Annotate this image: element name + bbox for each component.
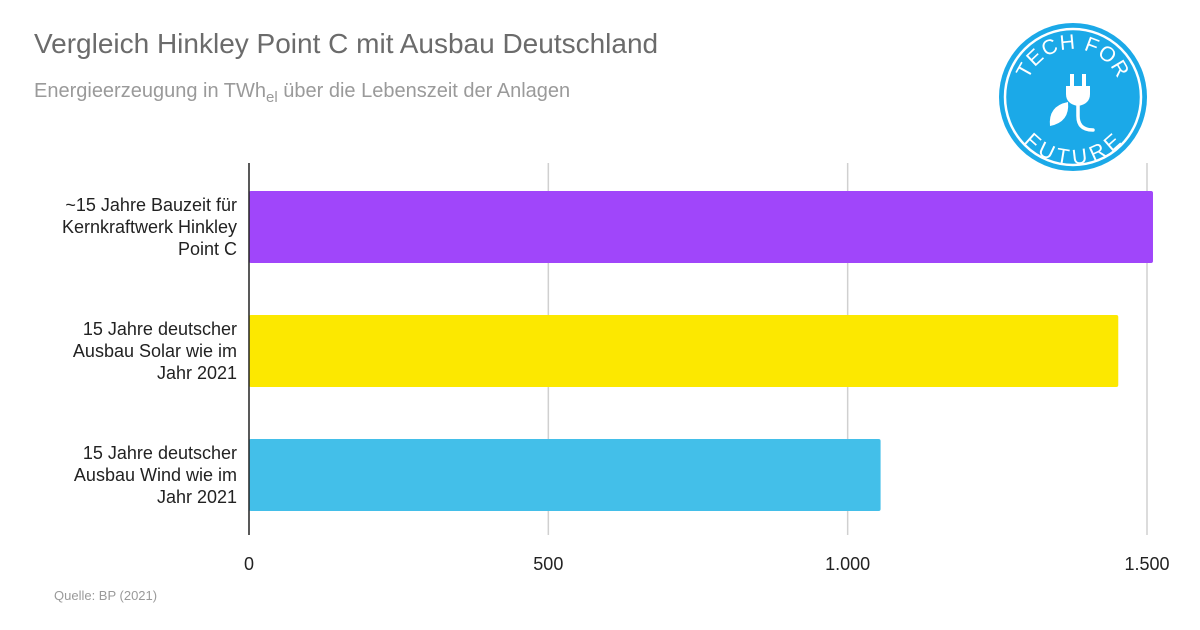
bar — [249, 439, 881, 511]
category-label: 15 Jahre deutscher Ausbau Wind wie im Jahr… — [27, 442, 237, 508]
chart-title: Vergleich Hinkley Point C mit Ausbau Deu… — [34, 28, 659, 59]
x-tick-label: 500 — [533, 554, 563, 574]
category-label-line: Jahr 2021 — [156, 363, 237, 383]
category-label-line: Point C — [177, 239, 237, 259]
plug-leaf-icon — [1049, 74, 1095, 132]
subtitle-prefix: Energieerzeugung in TWh — [34, 80, 266, 102]
category-label-line: ~15 Jahre Bauzeit für — [65, 195, 237, 215]
category-label: ~15 Jahre Bauzeit für Kernkraftwerk Hinkl… — [27, 194, 237, 260]
category-label: 15 Jahre deutscher Ausbau Solar wie im Jah… — [27, 318, 237, 384]
category-label-line: Ausbau Solar wie im — [72, 341, 237, 361]
category-label-line: 15 Jahre deutscher — [82, 443, 237, 463]
chart-subtitle: Energieerzeugung in TWhel über die Leben… — [34, 80, 570, 106]
subtitle-subscript: el — [266, 89, 278, 106]
source-note: Quelle: BP (2021) — [54, 588, 158, 603]
category-label-line: Jahr 2021 — [156, 487, 237, 507]
category-label-line: Ausbau Wind wie im — [73, 465, 237, 485]
category-label-line: Kernkraftwerk Hinkley — [61, 217, 237, 237]
tech-for-future-logo: TECH FOR FUTURE — [999, 23, 1147, 171]
x-tick-label: 1.000 — [825, 554, 870, 574]
x-tick-label: 1.500 — [1124, 554, 1169, 574]
subtitle-suffix: über die Lebenszeit der Anlagen — [277, 80, 571, 102]
bar — [249, 315, 1119, 387]
category-label-line: 15 Jahre deutscher — [82, 319, 237, 339]
x-tick-label: 0 — [244, 554, 254, 574]
bar — [249, 191, 1153, 263]
